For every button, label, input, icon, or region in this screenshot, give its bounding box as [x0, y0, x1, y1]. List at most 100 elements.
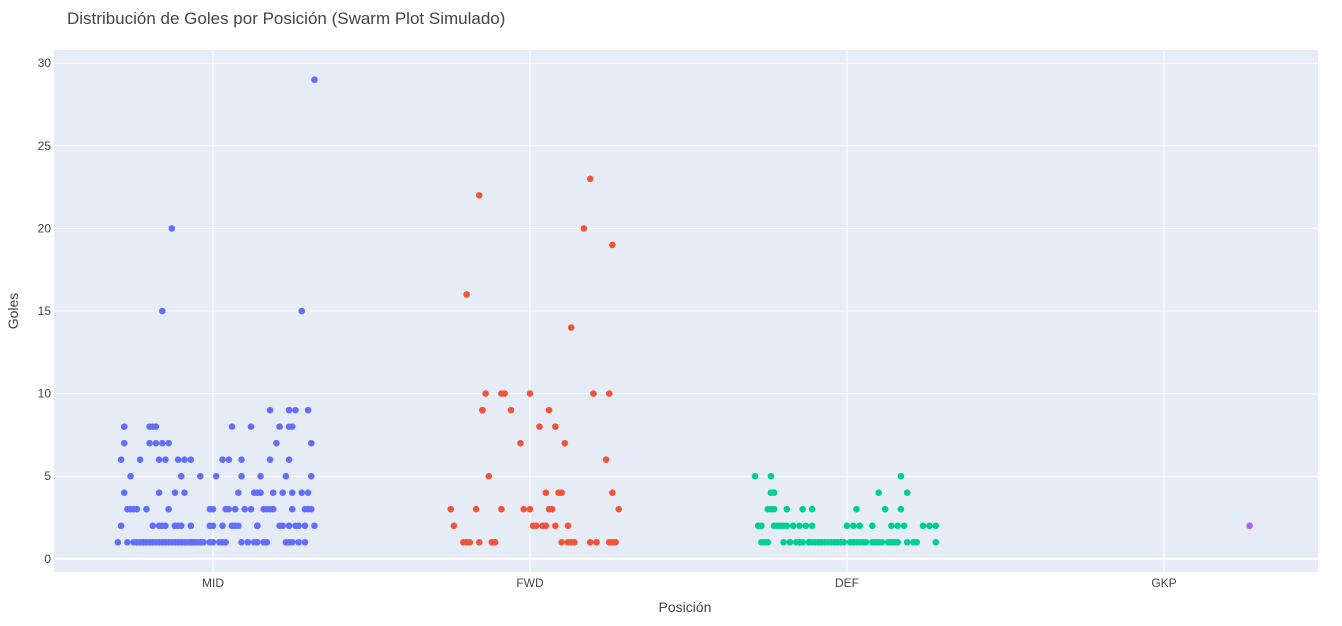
point-fwd	[542, 489, 550, 497]
point-mid	[162, 522, 169, 530]
point-mid	[304, 406, 312, 414]
point-mid	[288, 505, 296, 513]
point-mid	[200, 538, 207, 546]
point-mid	[269, 489, 277, 497]
point-mid	[152, 423, 160, 430]
point-fwd	[567, 324, 575, 331]
point-mid	[235, 522, 242, 530]
point-mid	[301, 538, 309, 546]
point-fwd	[475, 538, 483, 546]
point-mid	[165, 439, 172, 447]
x-tick-label-mid: MID	[202, 576, 224, 590]
point-mid	[257, 489, 264, 497]
point-def	[894, 522, 902, 530]
y-tick-label: 25	[38, 139, 52, 153]
point-mid	[120, 489, 128, 497]
point-def	[799, 538, 806, 546]
x-tick-label-gkp: GKP	[1151, 576, 1176, 590]
point-def	[875, 489, 882, 497]
point-fwd	[615, 505, 623, 513]
point-fwd	[533, 522, 540, 530]
point-mid	[279, 522, 287, 530]
point-fwd	[586, 538, 594, 546]
point-fwd	[501, 390, 508, 397]
point-def	[786, 538, 794, 546]
point-fwd	[498, 505, 505, 513]
y-tick-label: 5	[44, 469, 51, 483]
point-mid	[209, 505, 217, 513]
point-mid	[158, 439, 166, 447]
x-axis-ticks: MID FWD DEF GKP	[202, 576, 1177, 590]
point-def	[843, 522, 851, 530]
point-mid	[304, 489, 312, 497]
point-fwd	[479, 406, 486, 414]
point-fwd	[609, 241, 616, 249]
point-mid	[120, 423, 128, 430]
point-fwd	[605, 390, 613, 397]
x-axis-title: Posición	[659, 599, 712, 615]
point-mid	[149, 522, 157, 530]
point-gkp	[1246, 522, 1253, 530]
point-fwd	[612, 538, 619, 546]
point-def	[888, 522, 895, 530]
point-fwd	[472, 505, 480, 513]
point-mid	[187, 456, 195, 463]
x-tick-label-def: DEF	[835, 576, 859, 590]
point-def	[751, 472, 759, 480]
point-mid	[197, 472, 204, 480]
point-mid	[273, 439, 280, 447]
point-mid	[247, 505, 255, 513]
point-mid	[263, 538, 271, 546]
point-mid	[155, 456, 163, 463]
point-mid	[238, 456, 245, 463]
point-def	[897, 505, 905, 513]
point-mid	[143, 505, 150, 513]
y-axis-ticks: 0 5 10 15 20 25 30	[38, 56, 52, 566]
point-def	[894, 538, 902, 546]
point-def	[796, 522, 803, 530]
point-fwd	[593, 538, 600, 546]
point-def	[770, 489, 778, 497]
point-fwd	[602, 456, 610, 463]
point-mid	[120, 439, 128, 447]
point-def	[932, 538, 940, 546]
point-def	[897, 472, 905, 480]
point-mid	[292, 406, 299, 414]
point-mid	[285, 522, 293, 530]
y-tick-label: 30	[38, 56, 52, 70]
point-mid	[181, 489, 188, 497]
point-mid	[155, 489, 163, 497]
point-mid	[288, 538, 296, 546]
point-mid	[133, 505, 141, 513]
point-mid	[158, 307, 166, 315]
point-def	[903, 538, 911, 546]
point-mid	[171, 489, 179, 497]
point-mid	[307, 472, 315, 480]
point-def	[853, 505, 860, 513]
point-fwd	[491, 538, 499, 546]
point-mid	[152, 439, 160, 447]
point-def	[913, 538, 921, 546]
point-def	[767, 472, 775, 480]
point-mid	[285, 456, 293, 463]
point-def	[856, 522, 863, 530]
point-mid	[266, 456, 274, 463]
point-mid	[209, 538, 217, 546]
point-mid	[269, 505, 277, 513]
point-def	[932, 522, 940, 530]
point-mid	[231, 505, 239, 513]
point-mid	[146, 439, 153, 447]
point-mid	[288, 489, 296, 497]
point-fwd	[580, 225, 588, 232]
point-mid	[285, 406, 293, 414]
point-def	[903, 489, 911, 497]
point-fwd	[561, 439, 569, 447]
y-tick-label: 10	[38, 387, 52, 401]
y-axis-title: Goles	[5, 293, 21, 330]
point-def	[869, 522, 876, 530]
point-mid	[244, 538, 252, 546]
point-def	[758, 522, 765, 530]
point-mid	[254, 522, 261, 530]
point-fwd	[564, 522, 572, 530]
point-mid	[235, 489, 242, 497]
